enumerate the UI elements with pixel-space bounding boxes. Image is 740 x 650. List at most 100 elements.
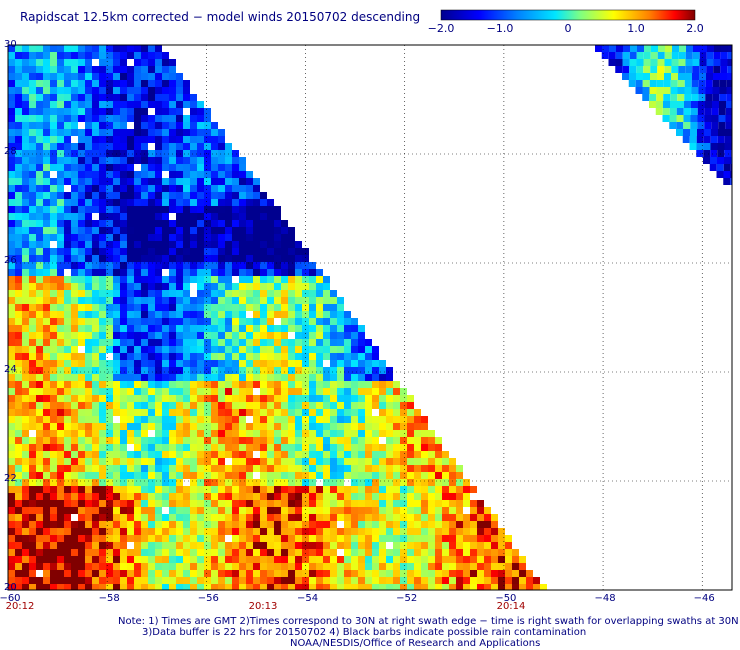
wind-cell <box>274 437 281 444</box>
wind-cell <box>15 269 22 276</box>
wind-cell <box>302 311 309 318</box>
wind-cell <box>253 493 260 500</box>
wind-cell <box>218 269 225 276</box>
wind-cell <box>120 521 127 528</box>
wind-cell <box>344 549 351 556</box>
wind-cell <box>351 458 358 465</box>
wind-cell <box>71 437 78 444</box>
wind-cell <box>386 486 393 493</box>
wind-cell <box>183 332 190 339</box>
wind-cell <box>281 283 288 290</box>
wind-cell <box>239 206 246 213</box>
wind-cell <box>22 262 29 269</box>
wind-cell <box>134 241 141 248</box>
wind-cell <box>288 444 295 451</box>
wind-cell <box>309 304 316 311</box>
wind-cell <box>211 241 218 248</box>
wind-cell <box>43 325 50 332</box>
wind-cell <box>127 507 134 514</box>
wind-cell <box>218 353 225 360</box>
colorbar-tick-label: −1.0 <box>486 22 514 35</box>
wind-cell <box>713 52 721 59</box>
wind-cell <box>169 584 176 590</box>
wind-cell <box>85 346 92 353</box>
wind-cell <box>372 444 379 451</box>
wind-cell <box>57 178 64 185</box>
wind-cell <box>176 94 183 101</box>
wind-cell <box>134 311 141 318</box>
wind-cell <box>302 493 309 500</box>
wind-cell <box>99 66 106 73</box>
wind-cell <box>8 374 15 381</box>
wind-cell <box>57 535 64 542</box>
wind-cell <box>176 276 183 283</box>
wind-cell <box>36 437 43 444</box>
wind-cell <box>162 388 169 395</box>
wind-cell <box>239 227 246 234</box>
wind-cell <box>239 381 246 388</box>
wind-cell <box>120 255 127 262</box>
wind-cell <box>85 143 92 150</box>
wind-cell <box>85 283 92 290</box>
wind-cell <box>15 493 22 500</box>
wind-cell <box>246 192 253 199</box>
wind-cell <box>113 430 120 437</box>
wind-cell <box>309 493 316 500</box>
wind-cell <box>85 255 92 262</box>
wind-cell <box>50 115 57 122</box>
wind-cell <box>372 423 379 430</box>
wind-cell <box>725 115 732 122</box>
wind-cell <box>134 304 141 311</box>
wind-cell <box>692 73 699 80</box>
wind-cell <box>713 66 721 73</box>
wind-cell <box>8 430 15 437</box>
wind-cell <box>246 332 253 339</box>
wind-cell <box>309 472 316 479</box>
wind-cell <box>691 101 698 108</box>
wind-cell <box>295 262 302 269</box>
wind-cell <box>211 444 218 451</box>
wind-cell <box>162 367 169 374</box>
wind-cell <box>274 402 281 409</box>
wind-cell <box>386 472 393 479</box>
wind-cell <box>204 283 211 290</box>
wind-cell <box>197 213 204 220</box>
wind-cell <box>711 108 719 115</box>
wind-cell <box>92 507 99 514</box>
wind-cell <box>204 157 211 164</box>
wind-cell <box>99 115 106 122</box>
wind-cell <box>64 129 71 136</box>
wind-cell <box>414 577 421 584</box>
wind-cell <box>176 542 183 549</box>
wind-cell <box>85 507 92 514</box>
wind-cell <box>519 563 526 570</box>
wind-cell <box>211 227 218 234</box>
wind-cell <box>267 318 274 325</box>
wind-cell <box>148 353 155 360</box>
wind-cell <box>656 87 664 94</box>
wind-cell <box>477 507 484 514</box>
wind-cell <box>463 514 470 521</box>
wind-cell <box>643 66 651 73</box>
wind-cell <box>127 325 134 332</box>
wind-cell <box>484 549 491 556</box>
wind-cell <box>253 318 260 325</box>
wind-cell <box>470 570 477 577</box>
wind-cell <box>351 346 358 353</box>
wind-cell <box>155 514 162 521</box>
wind-cell <box>274 430 281 437</box>
wind-cell <box>372 514 379 521</box>
wind-cell <box>204 437 211 444</box>
wind-cell <box>106 129 113 136</box>
wind-cell <box>372 346 379 353</box>
wind-cell <box>64 437 71 444</box>
wind-cell <box>78 297 85 304</box>
wind-cell <box>274 563 281 570</box>
wind-cell <box>253 206 260 213</box>
wind-cell <box>323 486 330 493</box>
wind-cell <box>29 479 36 486</box>
wind-cell <box>141 549 148 556</box>
wind-cell <box>57 227 64 234</box>
wind-cell <box>302 563 309 570</box>
wind-cell <box>204 269 211 276</box>
